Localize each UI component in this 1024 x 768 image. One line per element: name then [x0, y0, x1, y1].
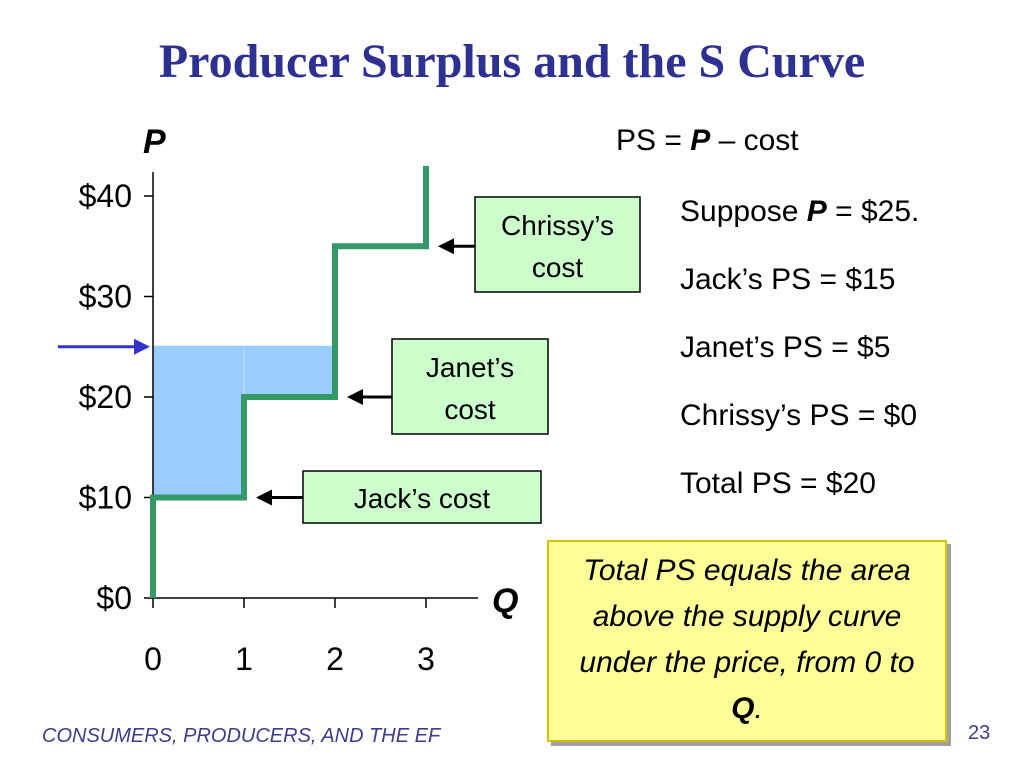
cost-arrow-head	[438, 238, 454, 255]
x-tick-label: 0	[144, 641, 162, 677]
summary-callout: Total PS equals the area above the suppl…	[547, 540, 947, 742]
x-axis-label: Q	[492, 582, 518, 620]
x-tick-label: 1	[235, 641, 253, 677]
page-number: 23	[968, 722, 991, 744]
cost-label-box	[474, 196, 641, 293]
suppose-var: P	[806, 195, 827, 228]
cost-label-box	[391, 338, 549, 435]
suppose-prefix: Suppose	[680, 195, 807, 228]
y-tick-label: $10	[79, 480, 132, 516]
y-tick-label: $20	[79, 379, 132, 415]
x-tick-label: 2	[326, 641, 344, 677]
ps-result-janet: Janet’s PS = $5	[680, 331, 891, 364]
cost-arrow-head	[256, 489, 272, 506]
formula-prefix: PS =	[616, 124, 691, 157]
suppose-suffix: = $25.	[826, 195, 920, 228]
cost-arrow-head	[347, 389, 363, 405]
suppose-line: Suppose P = $25.	[680, 192, 919, 260]
slide-title: Producer Surplus and the S Curve	[158, 35, 866, 88]
supply-curve	[150, 165, 429, 598]
ps-result-total: Total PS = $20	[680, 467, 876, 500]
callout-text: Total PS equals the area above the suppl…	[579, 554, 915, 679]
callout-var: Q	[731, 692, 755, 725]
y-axis-label: P	[143, 123, 166, 161]
y-tick-label: $40	[79, 178, 132, 214]
formula-var: P	[690, 124, 711, 157]
cost-label-box	[302, 470, 542, 524]
ps-result-chrissy: Chrissy’s PS = $0	[680, 399, 918, 432]
cost-label-line1: Chrissy’s	[501, 210, 614, 241]
ps-formula: PS = P – cost	[616, 124, 799, 158]
cost-label-line2: cost	[532, 252, 584, 283]
footer-text: CONSUMERS, PRODUCERS, AND THE EF	[42, 725, 441, 747]
cost-label: Jack’s cost	[354, 483, 491, 514]
ps-result-jack: Jack’s PS = $15	[680, 263, 896, 296]
callout-end: .	[754, 692, 763, 725]
y-tick-label: $0	[96, 580, 132, 616]
cost-label-line2: cost	[444, 394, 496, 425]
formula-suffix: – cost	[710, 124, 799, 157]
cost-label-line1: Janet’s	[426, 352, 514, 383]
y-tick-label: $30	[79, 279, 132, 315]
x-tick-label: 3	[417, 641, 435, 677]
price-arrow-head	[134, 338, 150, 355]
ps-results: Suppose P = $25. Jack’s PS = $15 Janet’s…	[680, 192, 919, 532]
